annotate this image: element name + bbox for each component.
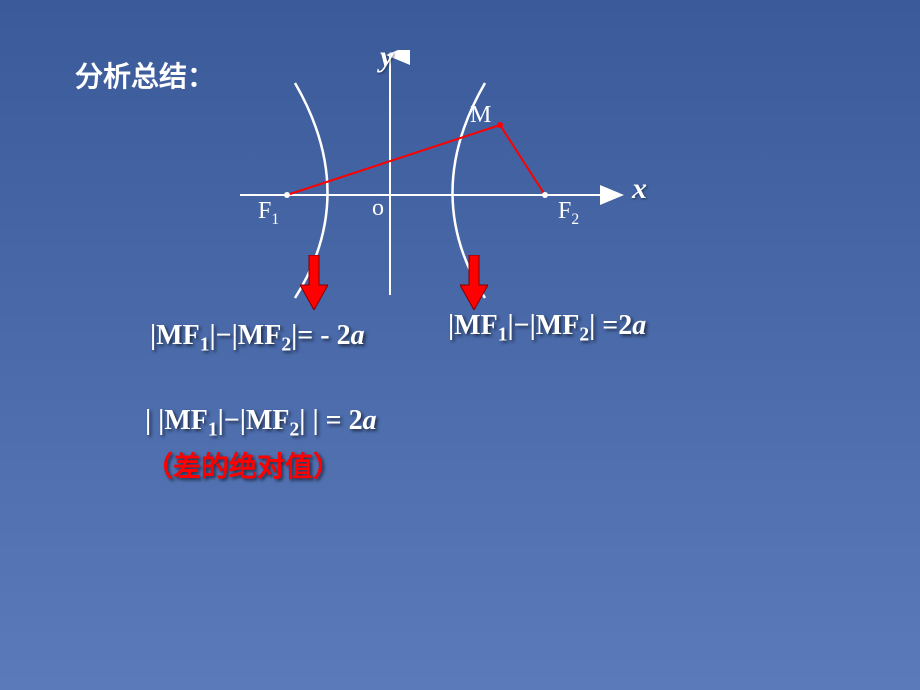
analysis-title: 分析总结： — [75, 55, 215, 95]
y-axis-label: y — [380, 40, 393, 74]
equation-left-branch: |MF1|−|MF2|= - 2a — [150, 320, 365, 357]
arrow-left-branch — [300, 255, 328, 310]
absolute-difference-note: （差的绝对值） — [145, 445, 341, 485]
f1-label: F1 — [258, 198, 279, 229]
point-f1 — [284, 192, 290, 198]
equation-right-branch: |MF1|−|MF2| =2a — [448, 310, 646, 347]
x-axis-label: x — [632, 172, 647, 206]
hyperbola-diagram — [230, 50, 630, 300]
point-m — [497, 122, 503, 128]
m-label: M — [470, 102, 491, 129]
origin-label: o — [372, 195, 384, 222]
diagram-svg — [230, 50, 630, 300]
equation-absolute: | |MF1|−|MF2| | = 2a — [145, 405, 377, 442]
arrow-right-branch — [460, 255, 488, 310]
f2-label: F2 — [558, 198, 579, 229]
point-f2 — [542, 192, 548, 198]
